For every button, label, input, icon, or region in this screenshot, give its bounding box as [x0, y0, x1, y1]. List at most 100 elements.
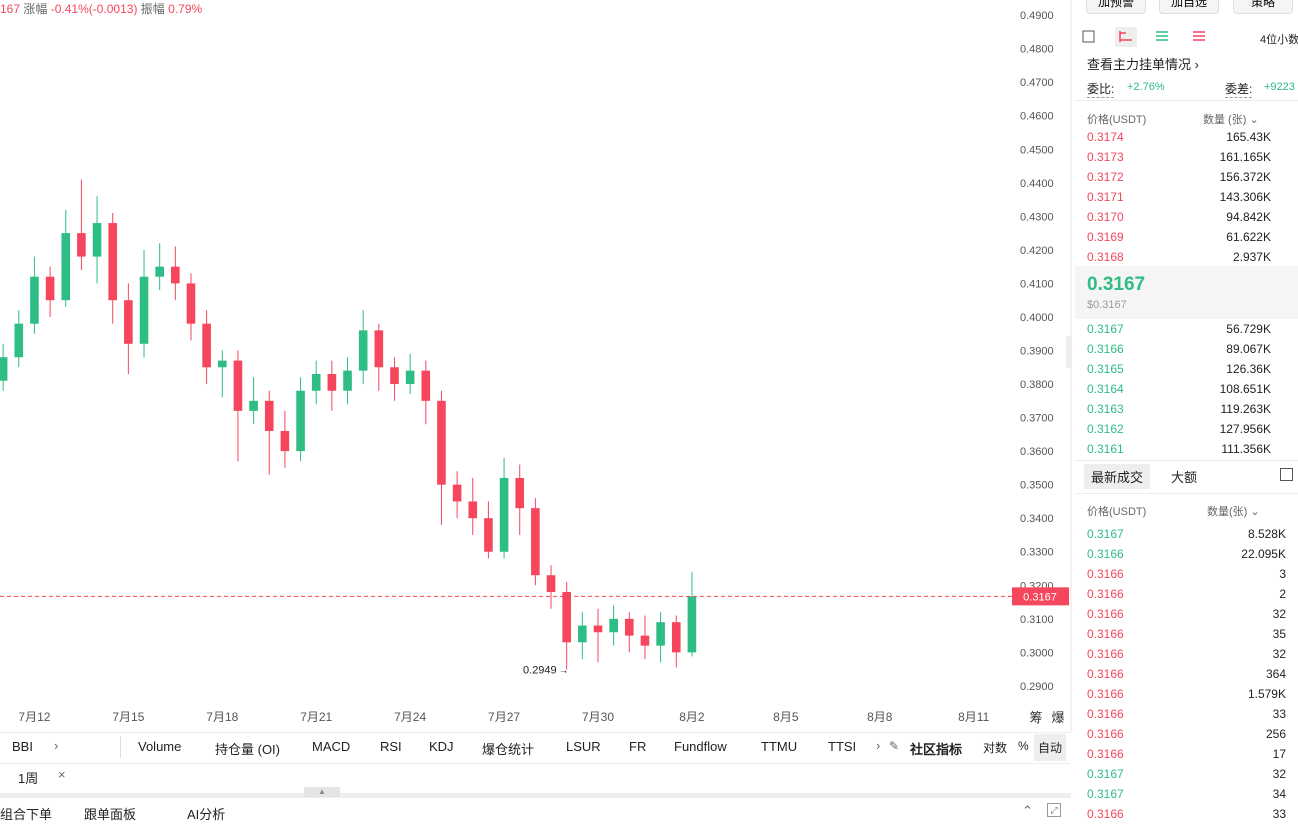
- trades-tab-active[interactable]: 最新成交: [1084, 464, 1151, 489]
- candle-body: [77, 233, 86, 257]
- y-tick-label: 0.3000: [1020, 647, 1054, 659]
- interval-tab[interactable]: 1周: [18, 771, 39, 786]
- indicator-tab[interactable]: LSUR: [566, 739, 601, 754]
- indicator-tab[interactable]: RSI: [380, 739, 402, 754]
- candle-body: [452, 484, 462, 502]
- trade-qty: 256: [1265, 727, 1286, 741]
- icon[interactable]: [1193, 31, 1205, 41]
- trades-price-header: 价格(USDT): [1087, 506, 1147, 518]
- x-tick-label: 8月5: [773, 710, 799, 724]
- book-price: 0.3162: [1087, 422, 1124, 436]
- candle-body: [343, 370, 352, 391]
- trades-tab[interactable]: 大额: [1171, 470, 1198, 485]
- bottom-tab[interactable]: AI分析: [187, 807, 226, 822]
- book-qty: 143.306K: [1219, 190, 1271, 204]
- decimals-select[interactable]: 4位小数: [1260, 34, 1298, 46]
- indicator-tab[interactable]: MACD: [312, 739, 351, 754]
- mid-price-usd: $0.3167: [1087, 299, 1127, 311]
- collapse-icon[interactable]: ⌃: [1022, 803, 1033, 818]
- low-price-label: 0.2949: [523, 664, 557, 676]
- trade-price: 0.3166: [1087, 547, 1124, 561]
- book-price: 0.3164: [1087, 382, 1124, 396]
- alert-button[interactable]: 加预警: [1086, 0, 1146, 14]
- ratio-value: +2.76%: [1127, 81, 1165, 93]
- main-orders-link[interactable]: 查看主力挂单情况 ›: [1087, 57, 1199, 72]
- book-qty: 94.842K: [1226, 210, 1271, 224]
- trades-qty-header[interactable]: 数量(张) ⌄: [1207, 506, 1260, 518]
- candle-body: [499, 477, 509, 552]
- trade-price: 0.3167: [1087, 787, 1124, 801]
- indicator-tab[interactable]: Fundflow: [674, 739, 727, 754]
- last-price-tag: [1012, 587, 1069, 606]
- panel-handle[interactable]: [1066, 336, 1072, 368]
- expand-arrow[interactable]: ›: [54, 738, 59, 753]
- book-price: 0.3165: [1087, 362, 1124, 376]
- x-tick-label: 7月21: [300, 710, 332, 724]
- header-stats: 167 涨幅 -0.41%(-0.0013) 振幅 0.79%: [0, 0, 202, 17]
- community-indicators[interactable]: 社区指标: [910, 742, 963, 757]
- separator: [1075, 493, 1298, 494]
- book-qty: 156.372K: [1219, 170, 1271, 184]
- book-qty: 126.36K: [1226, 362, 1271, 376]
- popout-icon[interactable]: ⤢: [1047, 803, 1061, 817]
- close-icon[interactable]: ×: [58, 767, 66, 782]
- trade-price: 0.3166: [1087, 587, 1124, 601]
- indicator-tab[interactable]: KDJ: [429, 739, 454, 754]
- percent-toggle[interactable]: %: [1018, 739, 1029, 753]
- checkbox[interactable]: [1280, 468, 1293, 481]
- trade-price: 0.3166: [1087, 627, 1124, 641]
- trade-qty: 35: [1272, 627, 1286, 641]
- trade-qty: 32: [1272, 767, 1286, 781]
- log-toggle[interactable]: 对数: [983, 741, 1008, 755]
- indicator-tab[interactable]: TTMU: [761, 739, 798, 754]
- trade-price: 0.3166: [1087, 687, 1124, 701]
- x-tick-label: 8月2: [679, 710, 705, 724]
- watchlist-button[interactable]: 加自选: [1159, 0, 1219, 14]
- bottom-tab[interactable]: 跟单面板: [84, 807, 137, 822]
- trade-qty: 364: [1265, 667, 1286, 681]
- collapse-handle[interactable]: ▲: [304, 787, 340, 797]
- indicator-tab[interactable]: 爆仓统计: [482, 742, 535, 757]
- icon-active[interactable]: [1115, 27, 1137, 47]
- liquidation-label[interactable]: 爆: [1051, 710, 1064, 725]
- indicator-tab[interactable]: FR: [629, 739, 647, 754]
- strategy-button[interactable]: 策略: [1233, 0, 1293, 14]
- y-tick-label: 0.3300: [1020, 547, 1054, 559]
- candle-body: [139, 276, 149, 344]
- change-value: -0.41%(-0.0013): [50, 2, 138, 16]
- candle-body: [155, 266, 164, 277]
- auto-toggle[interactable]: 自动: [1034, 734, 1067, 761]
- qty-header[interactable]: 数量 (张) ⌄: [1203, 114, 1259, 126]
- trade-price: 0.3166: [1087, 647, 1124, 661]
- trade-price: 0.3166: [1087, 667, 1124, 681]
- candle-body: [546, 575, 556, 592]
- view-icons: [1082, 27, 1205, 47]
- y-tick-label: 0.3600: [1020, 446, 1054, 458]
- price-chart: 筹 爆 0.29000.30000.31000.32000.33000.3400…: [0, 0, 1072, 732]
- candle-body: [327, 373, 337, 391]
- book-price: 0.3170: [1087, 210, 1124, 224]
- x-tick-label: 7月12: [18, 710, 50, 724]
- icon[interactable]: [1082, 30, 1095, 43]
- chips-label[interactable]: 筹: [1029, 710, 1042, 725]
- trade-qty: 32: [1272, 647, 1286, 661]
- icon[interactable]: [1156, 31, 1168, 41]
- candle-body: [421, 370, 431, 401]
- candle-body: [45, 276, 55, 301]
- y-tick-label: 0.2900: [1020, 681, 1054, 693]
- edit-icon[interactable]: ✎: [889, 739, 900, 753]
- candle-body: [296, 390, 305, 452]
- indicator-tab[interactable]: TTSI: [828, 739, 857, 754]
- indicator-tab[interactable]: 持仓量 (OI): [215, 742, 280, 757]
- candle-body: [358, 330, 368, 371]
- book-price: 0.3171: [1087, 190, 1124, 204]
- trade-qty: 17: [1272, 747, 1286, 761]
- candle-body: [61, 233, 71, 301]
- trade-qty: 8.528K: [1247, 527, 1286, 541]
- more-arrow[interactable]: ›: [876, 738, 881, 753]
- indicator-tab[interactable]: Volume: [138, 739, 182, 754]
- separator: [1075, 100, 1298, 101]
- indicator-tab[interactable]: BBI: [12, 739, 33, 754]
- bottom-tab[interactable]: 组合下单: [0, 807, 53, 822]
- diff-value: +9223: [1264, 81, 1295, 93]
